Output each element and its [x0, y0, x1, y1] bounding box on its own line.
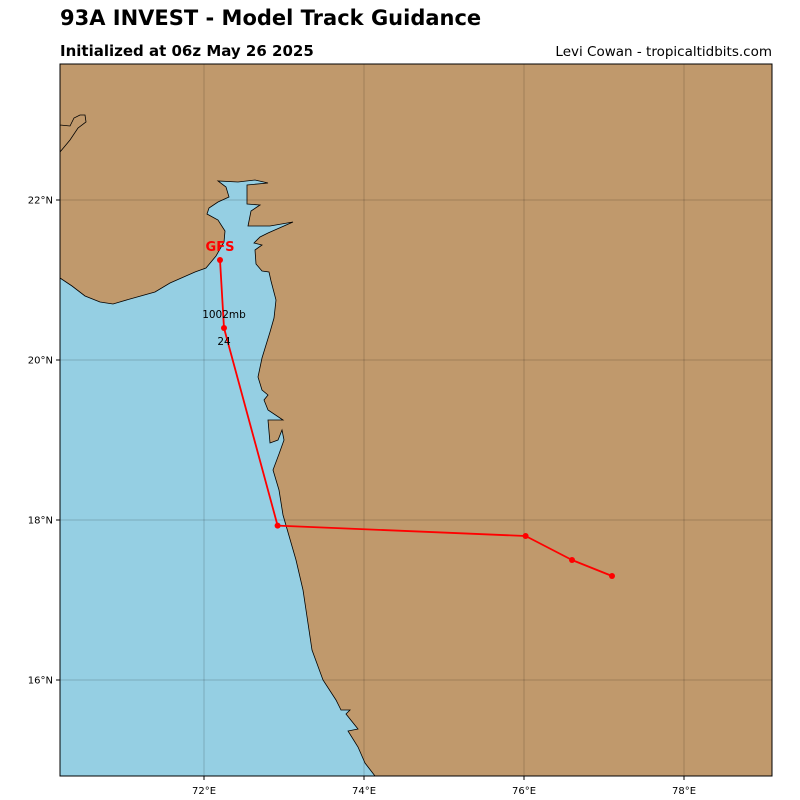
lat-tick-label: 16°N [28, 676, 53, 687]
track-layer: 1002mb 24 GFS [202, 240, 615, 579]
forecast-hour-label: 24 [217, 336, 231, 348]
lon-tick-label: 74°E [352, 786, 376, 797]
lat-tick-label: 22°N [28, 196, 53, 207]
lat-tick-label: 20°N [28, 356, 53, 367]
pressure-label: 1002mb [202, 309, 246, 321]
track-point [609, 573, 615, 579]
plot-frame [59, 63, 773, 777]
track-point [217, 257, 223, 263]
credit-text: Levi Cowan - tropicaltidbits.com [555, 44, 772, 60]
track-point [569, 557, 575, 563]
lon-tick-label: 76°E [512, 786, 536, 797]
land-mass [60, 64, 772, 776]
lon-tick-label: 72°E [192, 786, 216, 797]
lon-tick-label: 78°E [672, 786, 696, 797]
map-subtitle: Initialized at 06z May 26 2025 [60, 42, 314, 60]
track-line-gfs [219, 259, 613, 577]
track-point [221, 325, 227, 331]
track-point [522, 533, 529, 539]
axis-tick-labels: 72°E 74°E 76°E 78°E 22°N 20°N 18°N 16°N [28, 196, 696, 798]
track-point [274, 522, 281, 529]
model-name-label: GFS [206, 240, 235, 255]
lat-tick-label: 18°N [28, 516, 53, 527]
map-title: 93A INVEST - Model Track Guidance [60, 6, 482, 30]
grid-lines [60, 64, 772, 776]
